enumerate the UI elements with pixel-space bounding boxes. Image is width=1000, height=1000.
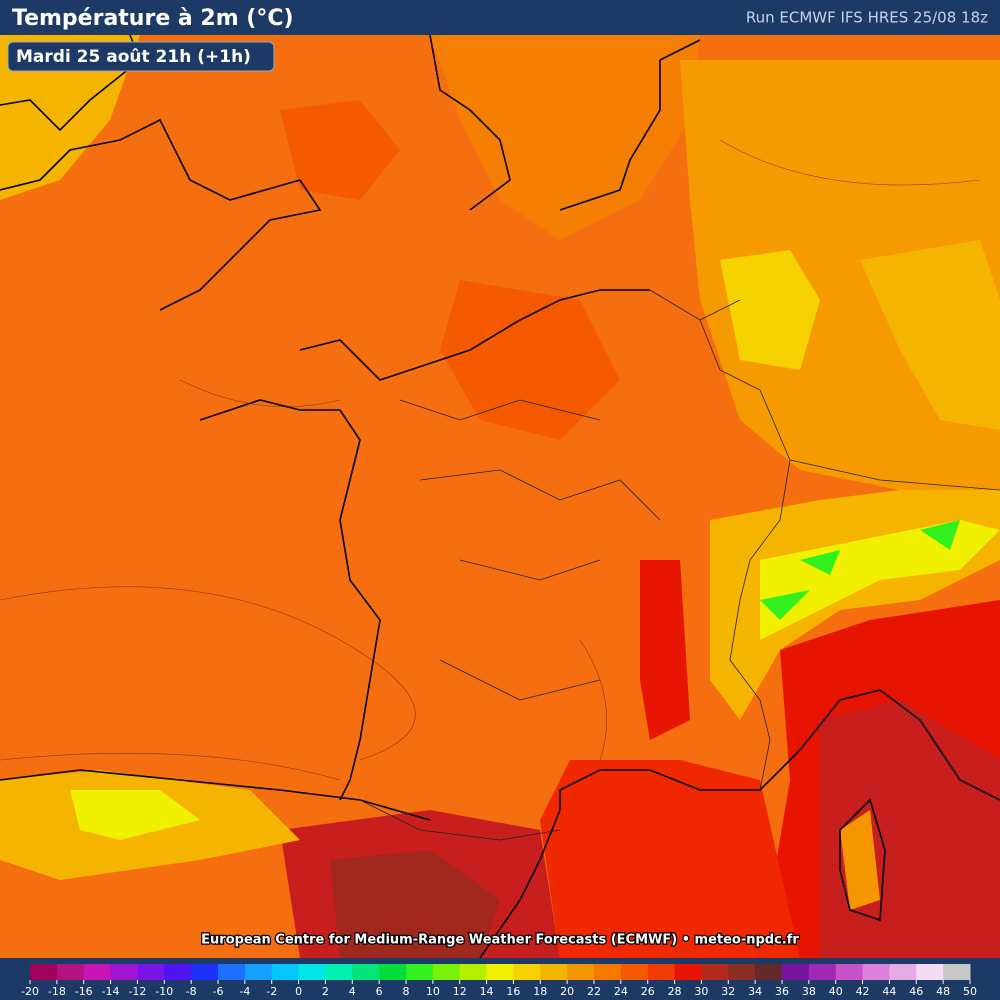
colorbar-swatch bbox=[244, 964, 273, 980]
colorbar-swatch bbox=[540, 964, 568, 980]
colorbar-label: -6 bbox=[213, 985, 224, 998]
colorbar-label: 28 bbox=[668, 985, 682, 998]
colorbar-swatch bbox=[298, 964, 326, 980]
colorbar-swatch bbox=[432, 964, 461, 980]
colorbar-label: 14 bbox=[480, 985, 494, 998]
colorbar-swatch bbox=[782, 964, 810, 980]
colorbar-label: 10 bbox=[426, 985, 440, 998]
colorbar-label: 34 bbox=[748, 985, 762, 998]
colorbar-swatch bbox=[620, 964, 649, 980]
colorbar-swatch bbox=[567, 964, 595, 980]
colorbar: -20 -18 -16 -14 -12 -10 -8 -6 -4 -2 0 2 4 6 8 10 12 14 16 1… bbox=[0, 958, 1000, 1000]
colorbar-label: 18 bbox=[533, 985, 547, 998]
colorbar-swatch bbox=[862, 964, 890, 980]
colorbar-label: 6 bbox=[376, 985, 383, 998]
colorbar-swatch bbox=[325, 964, 353, 980]
colorbar-label: 16 bbox=[506, 985, 520, 998]
colorbar-swatch bbox=[647, 964, 676, 980]
colorbar-label: -2 bbox=[266, 985, 277, 998]
colorbar-label: 0 bbox=[295, 985, 302, 998]
colorbar-swatch bbox=[728, 964, 756, 980]
colorbar-label: -8 bbox=[186, 985, 197, 998]
colorbar-swatch bbox=[701, 964, 729, 980]
colorbar-label: -10 bbox=[155, 985, 173, 998]
colorbar-swatch bbox=[459, 964, 488, 980]
colorbar-swatch bbox=[30, 964, 58, 980]
colorbar-swatch bbox=[137, 964, 165, 980]
credit: European Centre for Medium-Range Weather… bbox=[201, 933, 799, 948]
colorbar-swatch bbox=[755, 964, 783, 980]
colorbar-label: 50 bbox=[963, 985, 977, 998]
colorbar-label: 22 bbox=[587, 985, 601, 998]
colorbar-label: 44 bbox=[882, 985, 896, 998]
map-title: Température à 2m (°C) bbox=[12, 6, 294, 31]
colorbar-label: -12 bbox=[128, 985, 146, 998]
colorbar-label: 46 bbox=[909, 985, 923, 998]
colorbar-swatch bbox=[916, 964, 944, 980]
colorbar-label: 2 bbox=[322, 985, 329, 998]
colorbar-label: 42 bbox=[856, 985, 870, 998]
colorbar-label: -20 bbox=[21, 985, 39, 998]
colorbar-swatch bbox=[110, 964, 138, 980]
colorbar-swatch bbox=[164, 964, 192, 980]
colorbar-swatch bbox=[835, 964, 864, 980]
date-label: Mardi 25 août 21h (+1h) bbox=[16, 47, 251, 67]
run-info: Run ECMWF IFS HRES 25/08 18z bbox=[746, 9, 988, 27]
colorbar-label: 12 bbox=[453, 985, 467, 998]
colorbar-swatch bbox=[513, 964, 541, 980]
colorbar-swatch bbox=[83, 964, 112, 980]
colorbar-swatch bbox=[271, 964, 300, 980]
colorbar-swatch bbox=[594, 964, 622, 980]
coastlines bbox=[0, 34, 1000, 959]
colorbar-swatch bbox=[943, 964, 971, 980]
colorbar-label: -18 bbox=[48, 985, 66, 998]
colorbar-swatch bbox=[889, 964, 917, 980]
colorbar-label: 8 bbox=[403, 985, 410, 998]
colorbar-label: -4 bbox=[239, 985, 250, 998]
colorbar-swatch bbox=[352, 964, 380, 980]
colorbar-label: 36 bbox=[775, 985, 789, 998]
colorbar-swatch bbox=[808, 964, 837, 980]
header-bar: Température à 2m (°C) Run ECMWF IFS HRES… bbox=[0, 0, 1000, 35]
colorbar-label: 38 bbox=[802, 985, 816, 998]
colorbar-swatch bbox=[486, 964, 514, 980]
colorbar-swatch bbox=[218, 964, 246, 980]
temperature-field bbox=[0, 35, 1000, 958]
colorbar-swatch bbox=[379, 964, 407, 980]
colorbar-label: 24 bbox=[614, 985, 628, 998]
colorbar-swatch bbox=[191, 964, 219, 980]
colorbar-label: 4 bbox=[349, 985, 356, 998]
colorbar-label: 32 bbox=[721, 985, 735, 998]
colorbar-label: 20 bbox=[560, 985, 574, 998]
colorbar-label: -16 bbox=[75, 985, 93, 998]
colorbar-swatch bbox=[406, 964, 434, 980]
colorbar-label: 26 bbox=[641, 985, 655, 998]
colorbar-label: 30 bbox=[694, 985, 708, 998]
date-box bbox=[7, 41, 275, 72]
colorbar-label: -14 bbox=[102, 985, 120, 998]
colorbar-swatch bbox=[56, 964, 85, 980]
colorbar-label: 48 bbox=[936, 985, 950, 998]
colorbar-swatch bbox=[674, 964, 702, 980]
colorbar-label: 40 bbox=[829, 985, 843, 998]
